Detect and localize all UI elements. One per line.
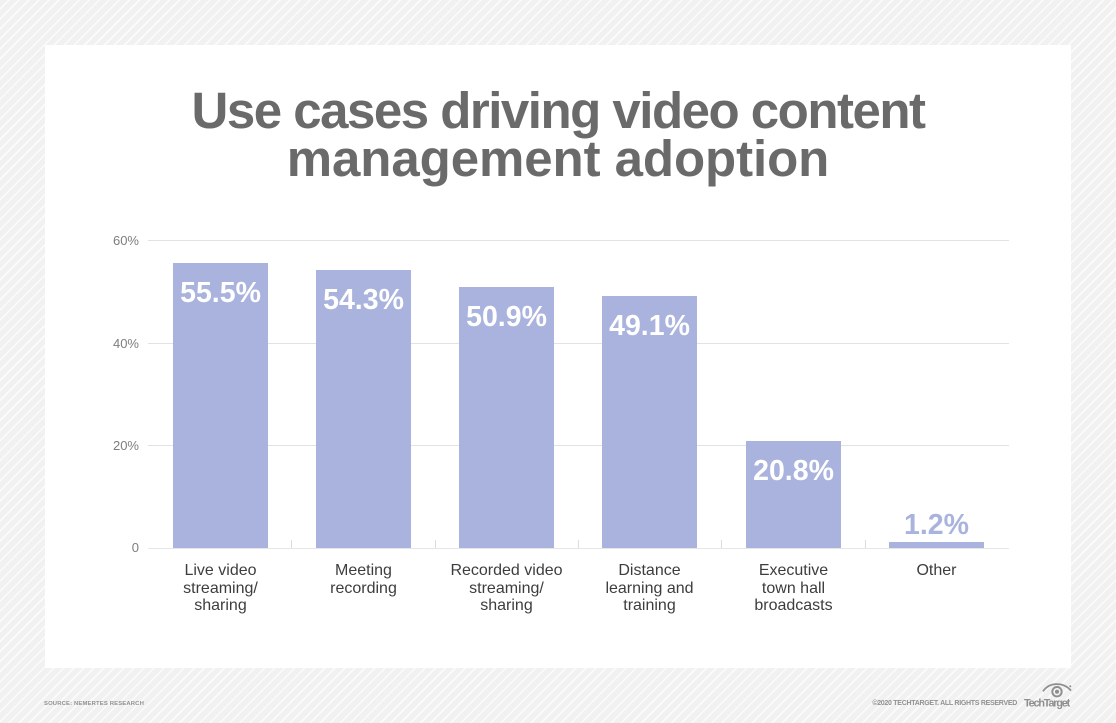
svg-text:TechTarget: TechTarget (1024, 698, 1071, 710)
